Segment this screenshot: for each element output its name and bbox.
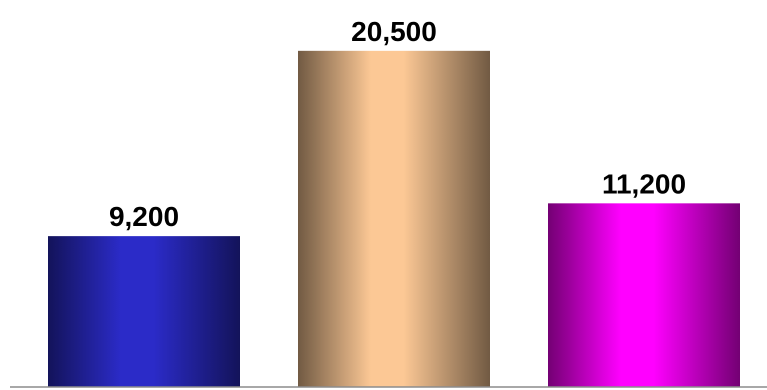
bar-3-value-label: 11,200 [602,168,686,199]
bar-1-value-label: 9,200 [109,201,179,232]
bar-2 [298,50,490,387]
labels-group: 9,200 20,500 11,200 [109,16,686,232]
bar-1 [48,236,240,387]
bars-group [48,50,740,387]
bar-2-value-label: 20,500 [351,16,437,47]
bar-3 [548,203,740,387]
